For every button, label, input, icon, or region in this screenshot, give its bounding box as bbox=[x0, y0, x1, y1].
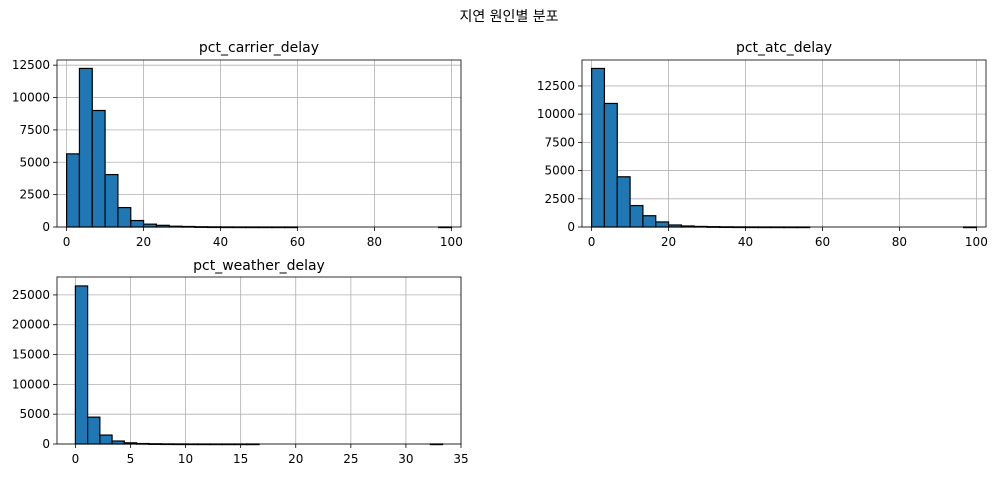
x-tick-label: 35 bbox=[453, 452, 468, 466]
grid-lines bbox=[57, 277, 462, 445]
axes-frame bbox=[56, 276, 462, 445]
histogram-bar bbox=[591, 67, 606, 228]
y-tick-label: 7500 bbox=[544, 135, 575, 149]
histogram-bar bbox=[603, 102, 618, 228]
histogram-bar bbox=[642, 215, 657, 228]
histogram-bar bbox=[104, 173, 119, 228]
y-tick-label: 20000 bbox=[12, 318, 50, 332]
y-tick-label: 2500 bbox=[19, 188, 50, 202]
x-tick-label: 20 bbox=[661, 235, 676, 249]
histogram-bars bbox=[591, 67, 977, 229]
histogram-bar bbox=[616, 176, 631, 228]
y-tick-label: 12500 bbox=[537, 79, 575, 93]
subplot-title: pct_atc_delay bbox=[736, 40, 832, 56]
axes-frame bbox=[56, 59, 462, 228]
subplot-title: pct_weather_delay bbox=[193, 258, 325, 274]
x-tick-label: 5 bbox=[127, 452, 135, 466]
x-tick-label: 100 bbox=[965, 235, 988, 249]
x-tick-label: 0 bbox=[63, 235, 71, 249]
histogram-bar bbox=[87, 416, 101, 445]
histogram-bar bbox=[142, 223, 157, 228]
x-tick-label: 15 bbox=[233, 452, 248, 466]
histogram-bar bbox=[74, 285, 89, 445]
histogram-bar bbox=[91, 109, 106, 228]
y-tick-label: 5000 bbox=[544, 164, 575, 178]
x-tick-label: 10 bbox=[178, 452, 193, 466]
y-tick-label: 15000 bbox=[12, 348, 50, 362]
histogram-bar bbox=[655, 221, 670, 228]
subplot-pct-carrier-delay: pct_carrier_delay 0 20 40 60 80 100 0 2500 5000 7… bbox=[12, 40, 463, 249]
x-tick-label: 60 bbox=[815, 235, 830, 249]
x-tick-label: 30 bbox=[398, 452, 413, 466]
x-tick-label: 40 bbox=[213, 235, 228, 249]
figure-suptitle: 지연 원인별 분포 bbox=[459, 9, 558, 25]
histogram-bar bbox=[66, 153, 81, 228]
x-tick-label: 20 bbox=[288, 452, 303, 466]
x-tick-label: 100 bbox=[440, 235, 463, 249]
y-tick-label: 0 bbox=[42, 437, 50, 451]
grid-lines bbox=[582, 60, 986, 228]
histogram-bar bbox=[111, 440, 125, 445]
y-tick-label: 7500 bbox=[19, 123, 50, 137]
y-tick-label: 25000 bbox=[12, 288, 50, 302]
x-tick-label: 20 bbox=[136, 235, 151, 249]
histogram-bars bbox=[66, 67, 452, 229]
histogram-bar bbox=[78, 67, 93, 228]
axes-frame bbox=[581, 59, 987, 228]
histogram-bar bbox=[99, 434, 113, 445]
y-tick-label: 10000 bbox=[12, 91, 50, 105]
x-tick-label: 40 bbox=[738, 235, 753, 249]
subplot-title: pct_carrier_delay bbox=[199, 40, 319, 56]
y-tick-label: 12500 bbox=[12, 58, 50, 72]
x-tick-label: 25 bbox=[343, 452, 358, 466]
y-tick-label: 5000 bbox=[19, 407, 50, 421]
y-tick-label: 0 bbox=[42, 220, 50, 234]
y-tick-label: 10000 bbox=[537, 107, 575, 121]
x-tick-label: 80 bbox=[367, 235, 382, 249]
subplot-pct-weather-delay: pct_weather_delay 0 5 10 15 20 25 30 35 0 5000 100… bbox=[12, 258, 469, 466]
x-tick-label: 0 bbox=[72, 452, 80, 466]
histogram-bar bbox=[629, 204, 644, 228]
y-tick-label: 10000 bbox=[12, 377, 50, 391]
x-tick-label: 60 bbox=[290, 235, 305, 249]
subplot-pct-atc-delay: pct_atc_delay 0 20 40 60 80 100 0 2500 5000 7500 1… bbox=[537, 40, 988, 249]
y-tick-label: 0 bbox=[567, 220, 575, 234]
y-tick-label: 5000 bbox=[19, 155, 50, 169]
y-tick-label: 2500 bbox=[544, 192, 575, 206]
x-tick-label: 80 bbox=[892, 235, 907, 249]
x-tick-label: 0 bbox=[588, 235, 596, 249]
histogram-bar bbox=[117, 206, 132, 228]
histogram-bar bbox=[130, 219, 145, 228]
